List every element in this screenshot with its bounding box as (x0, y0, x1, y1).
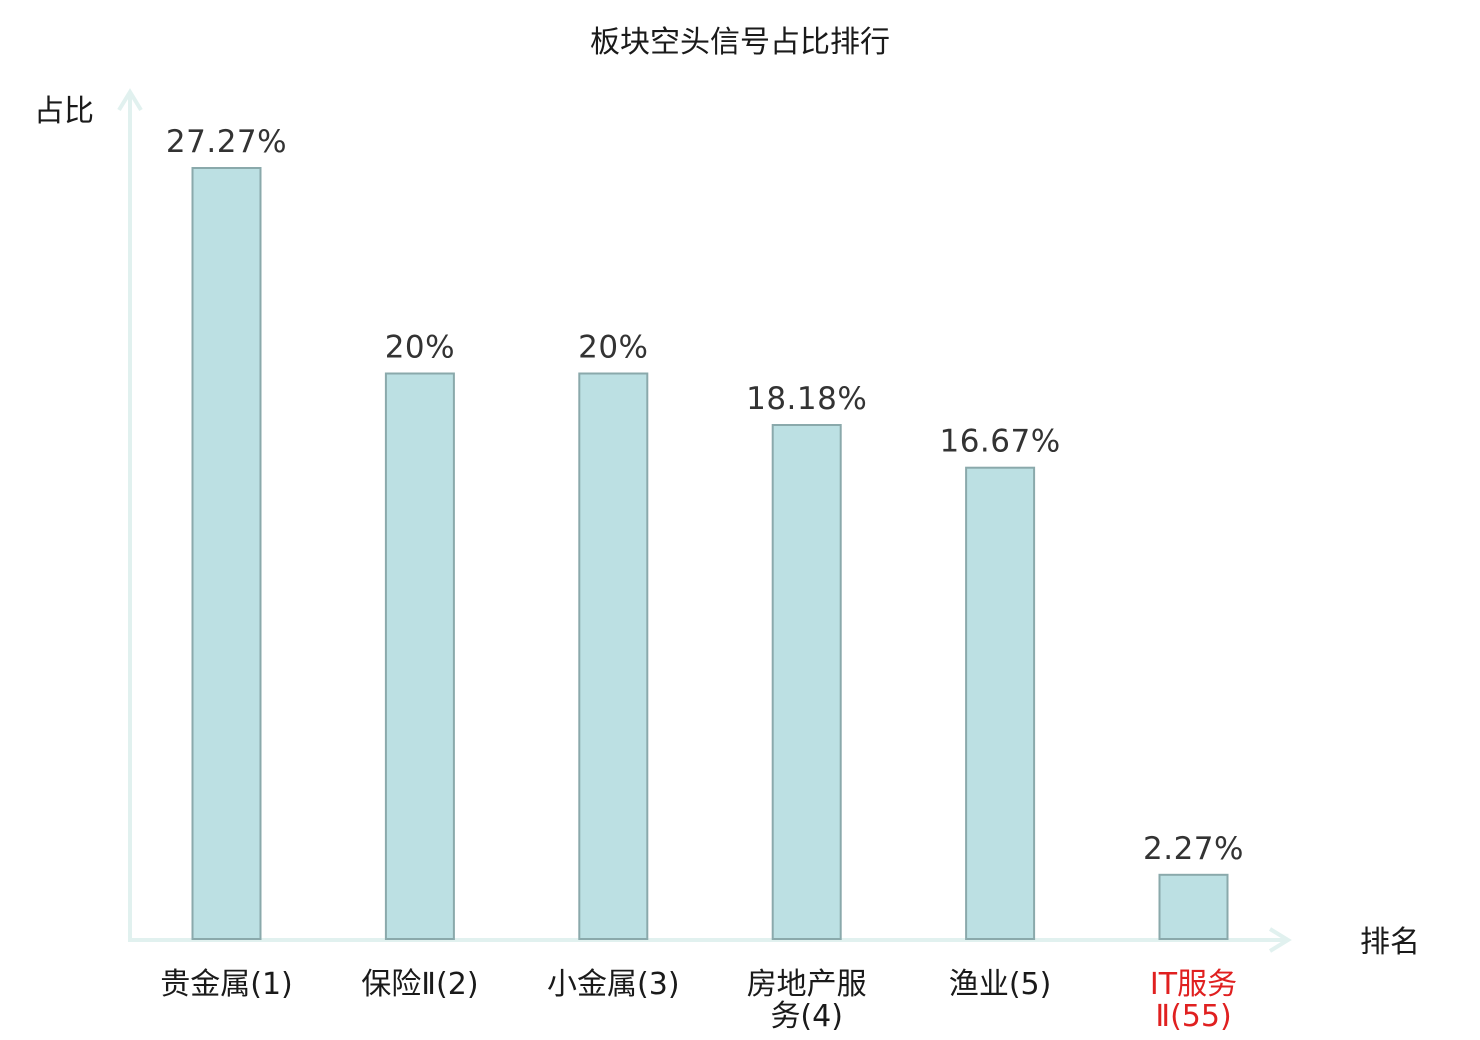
category-label-5-line-0: IT服务 (1150, 967, 1237, 1002)
category-label-4: 渔业(5) (949, 967, 1052, 1002)
value-label-0: 27.27% (166, 124, 287, 160)
bar-1 (384, 372, 455, 940)
category-label-0: 贵金属(1) (160, 967, 293, 1002)
bar-3 (771, 424, 842, 940)
bars-group (191, 167, 1229, 940)
category-label-5-line-1: Ⅱ(55) (1155, 999, 1231, 1034)
bar-0 (191, 167, 262, 940)
chart-title: 板块空头信号占比排行 (590, 25, 890, 60)
y-axis-label: 占比 (34, 94, 94, 129)
category-label-3-line-0: 房地产服 (747, 967, 867, 1002)
value-label-2: 20% (578, 330, 648, 366)
category-label-3-line-1: 务(4) (770, 999, 843, 1034)
bar-5 (1158, 873, 1229, 940)
category-label-1: 保险Ⅱ(2) (361, 967, 478, 1002)
x-axis-arrow (1268, 927, 1292, 953)
value-labels-group: 27.27% 20% 20% 18.18% 16.67% 2.27% (166, 124, 1244, 867)
category-label-2: 小金属(3) (547, 967, 680, 1002)
value-label-1: 20% (385, 330, 455, 366)
y-axis-arrow (117, 88, 143, 112)
bar-2 (578, 372, 649, 940)
bar-4 (965, 466, 1036, 940)
value-label-4: 16.67% (939, 424, 1060, 460)
x-axis-label: 排名 (1360, 925, 1420, 960)
value-label-5: 2.27% (1143, 831, 1244, 867)
value-label-3: 18.18% (746, 381, 867, 417)
